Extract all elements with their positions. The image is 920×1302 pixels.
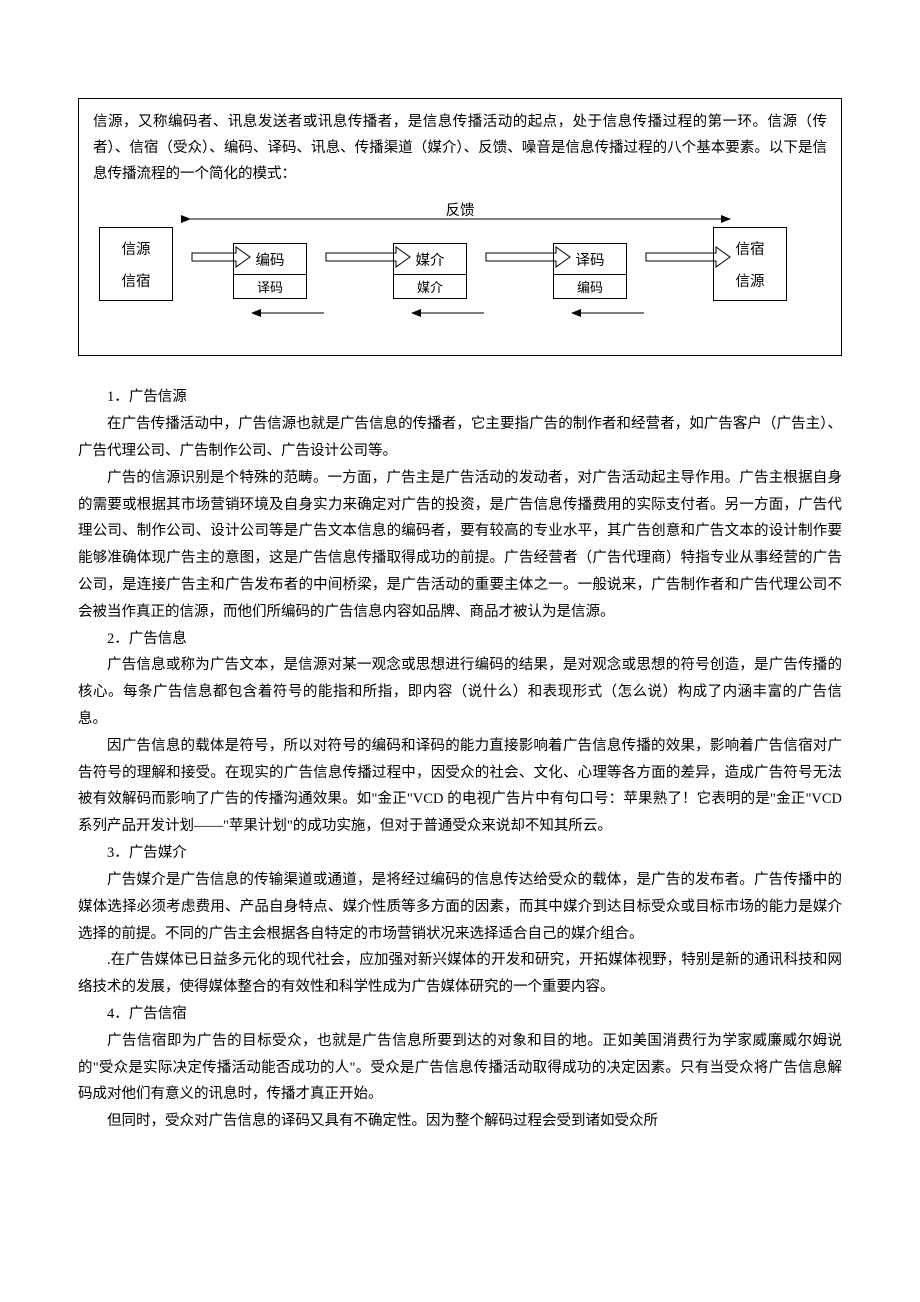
intro-text: 信源，又称编码者、讯息发送者或讯息传播者，是信息传播活动的起点，处于信息传播过程… <box>93 109 827 187</box>
node-mid1-top: 编码 <box>233 243 307 275</box>
s1p0: 广告信息或称为广告文本，是信源对某一观念或思想进行编码的结果，是对观念或思想的符… <box>78 652 842 732</box>
body-text: 1．广告信源 在广告传播活动中，广告信源也就是广告信息的传播者，它主要指广告的制… <box>78 384 842 1135</box>
node-right-bottom: 信源 <box>736 270 765 291</box>
h4: 4．广告信宿 <box>78 1001 842 1028</box>
flow-diagram: 反馈 信源 信宿 编码 译码 媒介 媒介 译码 编码 <box>93 199 827 339</box>
node-left-top: 信源 <box>122 238 151 259</box>
node-mid3-bottom: 编码 <box>553 275 627 299</box>
s3p0: 广告信宿即为广告的目标受众，也就是广告信息所要到达的对象和目的地。正如美国消费行… <box>78 1028 842 1108</box>
h3: 3．广告媒介 <box>78 840 842 867</box>
node-mid1-bottom: 译码 <box>233 275 307 299</box>
s0p1: 广告的信源识别是个特殊的范畴。一方面，广告主是广告活动的发动者，对广告活动起主导… <box>78 465 842 626</box>
s2p0: 广告媒介是广告信息的传输渠道或通道，是将经过编码的信息传达给受众的载体，是广告的… <box>78 867 842 947</box>
intro-frame: 信源，又称编码者、讯息发送者或讯息传播者，是信息传播活动的起点，处于信息传播过程… <box>78 98 842 356</box>
node-mid2-bottom: 媒介 <box>393 275 467 299</box>
node-mid3: 译码 编码 <box>553 243 627 299</box>
h2: 2．广告信息 <box>78 626 842 653</box>
s2p1: .在广告媒体已日益多元化的现代社会，应加强对新兴媒体的开发和研究，开拓媒体视野，… <box>78 947 842 1001</box>
s3p1: 但同时，受众对广告信息的译码又具有不确定性。因为整个解码过程会受到诸如受众所 <box>78 1108 842 1135</box>
node-mid2-top: 媒介 <box>393 243 467 275</box>
node-right: 信宿 信源 <box>713 227 787 301</box>
node-right-top: 信宿 <box>736 238 765 259</box>
node-left-bottom: 信宿 <box>122 270 151 291</box>
h1: 1．广告信源 <box>78 384 842 411</box>
node-mid2: 媒介 媒介 <box>393 243 467 299</box>
node-left: 信源 信宿 <box>99 227 173 301</box>
node-mid1: 编码 译码 <box>233 243 307 299</box>
s0p0: 在广告传播活动中，广告信源也就是广告信息的传播者，它主要指广告的制作者和经营者，… <box>78 411 842 465</box>
feedback-label: 反馈 <box>93 199 827 220</box>
s1p1: 因广告信息的载体是符号，所以对符号的编码和译码的能力直接影响着广告信息传播的效果… <box>78 733 842 840</box>
node-mid3-top: 译码 <box>553 243 627 275</box>
